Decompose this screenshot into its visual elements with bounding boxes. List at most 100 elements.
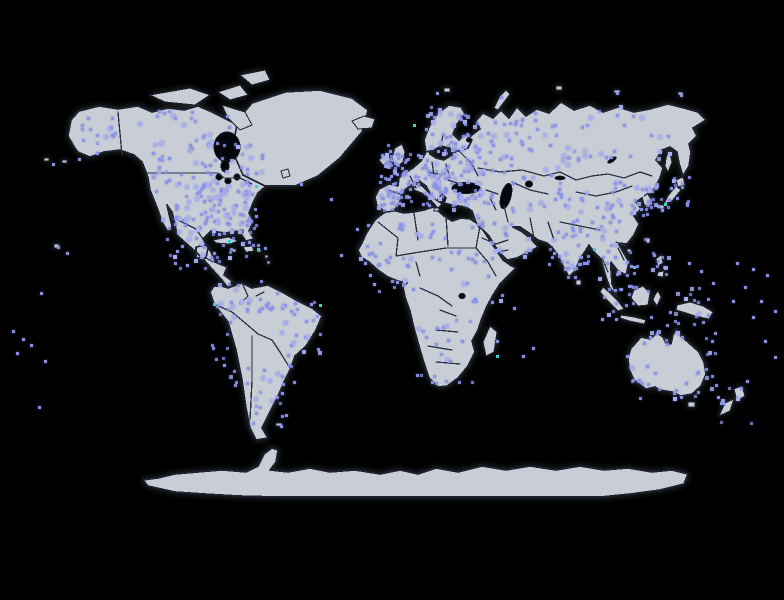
map-dot [222,357,225,360]
map-dot [212,229,216,233]
map-dot [249,231,252,234]
map-dot [319,304,322,307]
map-dot [212,179,216,183]
map-dot [247,302,250,305]
map-dot [401,228,404,231]
map-dot [432,230,435,233]
map-dot [601,318,604,321]
map-dot [626,261,629,264]
map-dot [534,119,537,122]
map-dot [438,197,442,201]
map-dot [744,286,747,289]
map-dot [392,196,395,199]
map-dot [496,340,499,343]
map-dot [387,261,390,264]
map-dot [616,273,619,276]
map-dot [417,184,420,187]
map-dot [631,204,634,207]
map-dot [476,151,479,154]
map-dot [652,252,655,255]
map-dot [705,376,709,380]
map-dot [607,250,610,253]
map-dot [673,392,676,395]
map-dot [387,194,390,197]
map-dot [467,170,470,173]
map-dot [534,112,537,115]
map-dot [623,184,626,187]
map-dot [368,253,371,256]
map-dot [707,298,710,301]
map-dot [649,202,652,205]
map-dot [152,152,155,155]
map-dot [658,150,662,154]
map-dot [455,319,458,322]
map-dot [210,173,213,176]
map-dot [403,279,407,283]
map-dot [459,195,463,199]
map-dot [661,256,664,259]
map-dot [87,117,90,120]
map-dot [218,260,221,263]
map-dot [318,351,322,355]
map-dot [400,224,403,227]
map-dot [732,300,735,303]
map-dot [490,196,493,199]
map-dot [478,148,481,151]
map-dot [251,193,254,196]
map-dot [766,274,769,277]
map-dot [656,265,659,268]
map-dot [460,148,464,152]
map-dot [482,173,485,176]
map-dot [736,397,740,401]
map-dot [203,134,206,137]
map-dot [492,202,495,205]
map-dot [397,197,400,200]
map-dot [571,235,574,238]
map-dot [635,286,638,289]
map-dot [285,414,288,417]
map-dot [81,124,84,127]
map-dot [579,230,582,233]
map-dot [428,196,432,200]
map-dot [340,254,343,257]
map-dot [465,203,469,207]
map-dot [313,301,316,304]
map-dot [168,179,171,182]
map-dot [647,200,650,203]
map-dot [306,335,310,339]
map-dot [426,202,429,205]
map-dot [633,207,636,210]
map-dot [568,198,571,201]
map-dot [381,154,384,157]
map-dot [393,286,396,289]
map-dot [442,133,445,136]
map-dot [234,143,237,146]
newfoundland [280,168,291,179]
map-dot [184,224,187,227]
map-dot [528,248,532,252]
map-dot [38,406,41,409]
map-dot [562,236,565,239]
map-dot [228,126,231,129]
map-dot [658,205,661,208]
map-dot [710,387,714,391]
map-dot [168,227,171,230]
map-dot [174,217,177,220]
map-dot [412,182,416,186]
map-dot [422,203,425,206]
map-dot [447,339,450,342]
map-dot [492,134,496,138]
map-dot [229,217,232,220]
map-dot [640,116,644,120]
map-dot [447,144,450,147]
map-dot [400,191,403,194]
map-dot [619,181,622,184]
map-dot [472,300,475,303]
map-dot [539,201,543,205]
map-dot [600,225,603,228]
map-dot [245,193,248,196]
map-dot [206,216,209,219]
map-dot [676,292,680,296]
map-dot [614,243,618,247]
map-dot [398,227,401,230]
